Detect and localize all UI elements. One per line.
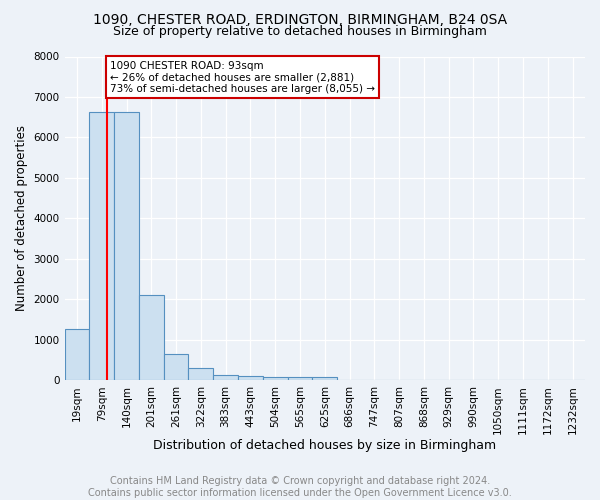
Bar <box>263 377 287 380</box>
Text: Contains HM Land Registry data © Crown copyright and database right 2024.
Contai: Contains HM Land Registry data © Crown c… <box>88 476 512 498</box>
Bar <box>89 112 114 380</box>
Text: 1090 CHESTER ROAD: 93sqm
← 26% of detached houses are smaller (2,881)
73% of sem: 1090 CHESTER ROAD: 93sqm ← 26% of detach… <box>110 60 375 94</box>
Bar <box>238 376 263 380</box>
Y-axis label: Number of detached properties: Number of detached properties <box>15 126 28 312</box>
Bar <box>313 377 337 380</box>
Bar <box>287 377 313 380</box>
Bar <box>213 374 238 380</box>
Bar <box>139 296 164 380</box>
Bar <box>164 354 188 380</box>
Bar <box>188 368 213 380</box>
X-axis label: Distribution of detached houses by size in Birmingham: Distribution of detached houses by size … <box>153 440 496 452</box>
Bar <box>114 112 139 380</box>
Text: Size of property relative to detached houses in Birmingham: Size of property relative to detached ho… <box>113 25 487 38</box>
Text: 1090, CHESTER ROAD, ERDINGTON, BIRMINGHAM, B24 0SA: 1090, CHESTER ROAD, ERDINGTON, BIRMINGHA… <box>93 12 507 26</box>
Bar <box>65 328 89 380</box>
